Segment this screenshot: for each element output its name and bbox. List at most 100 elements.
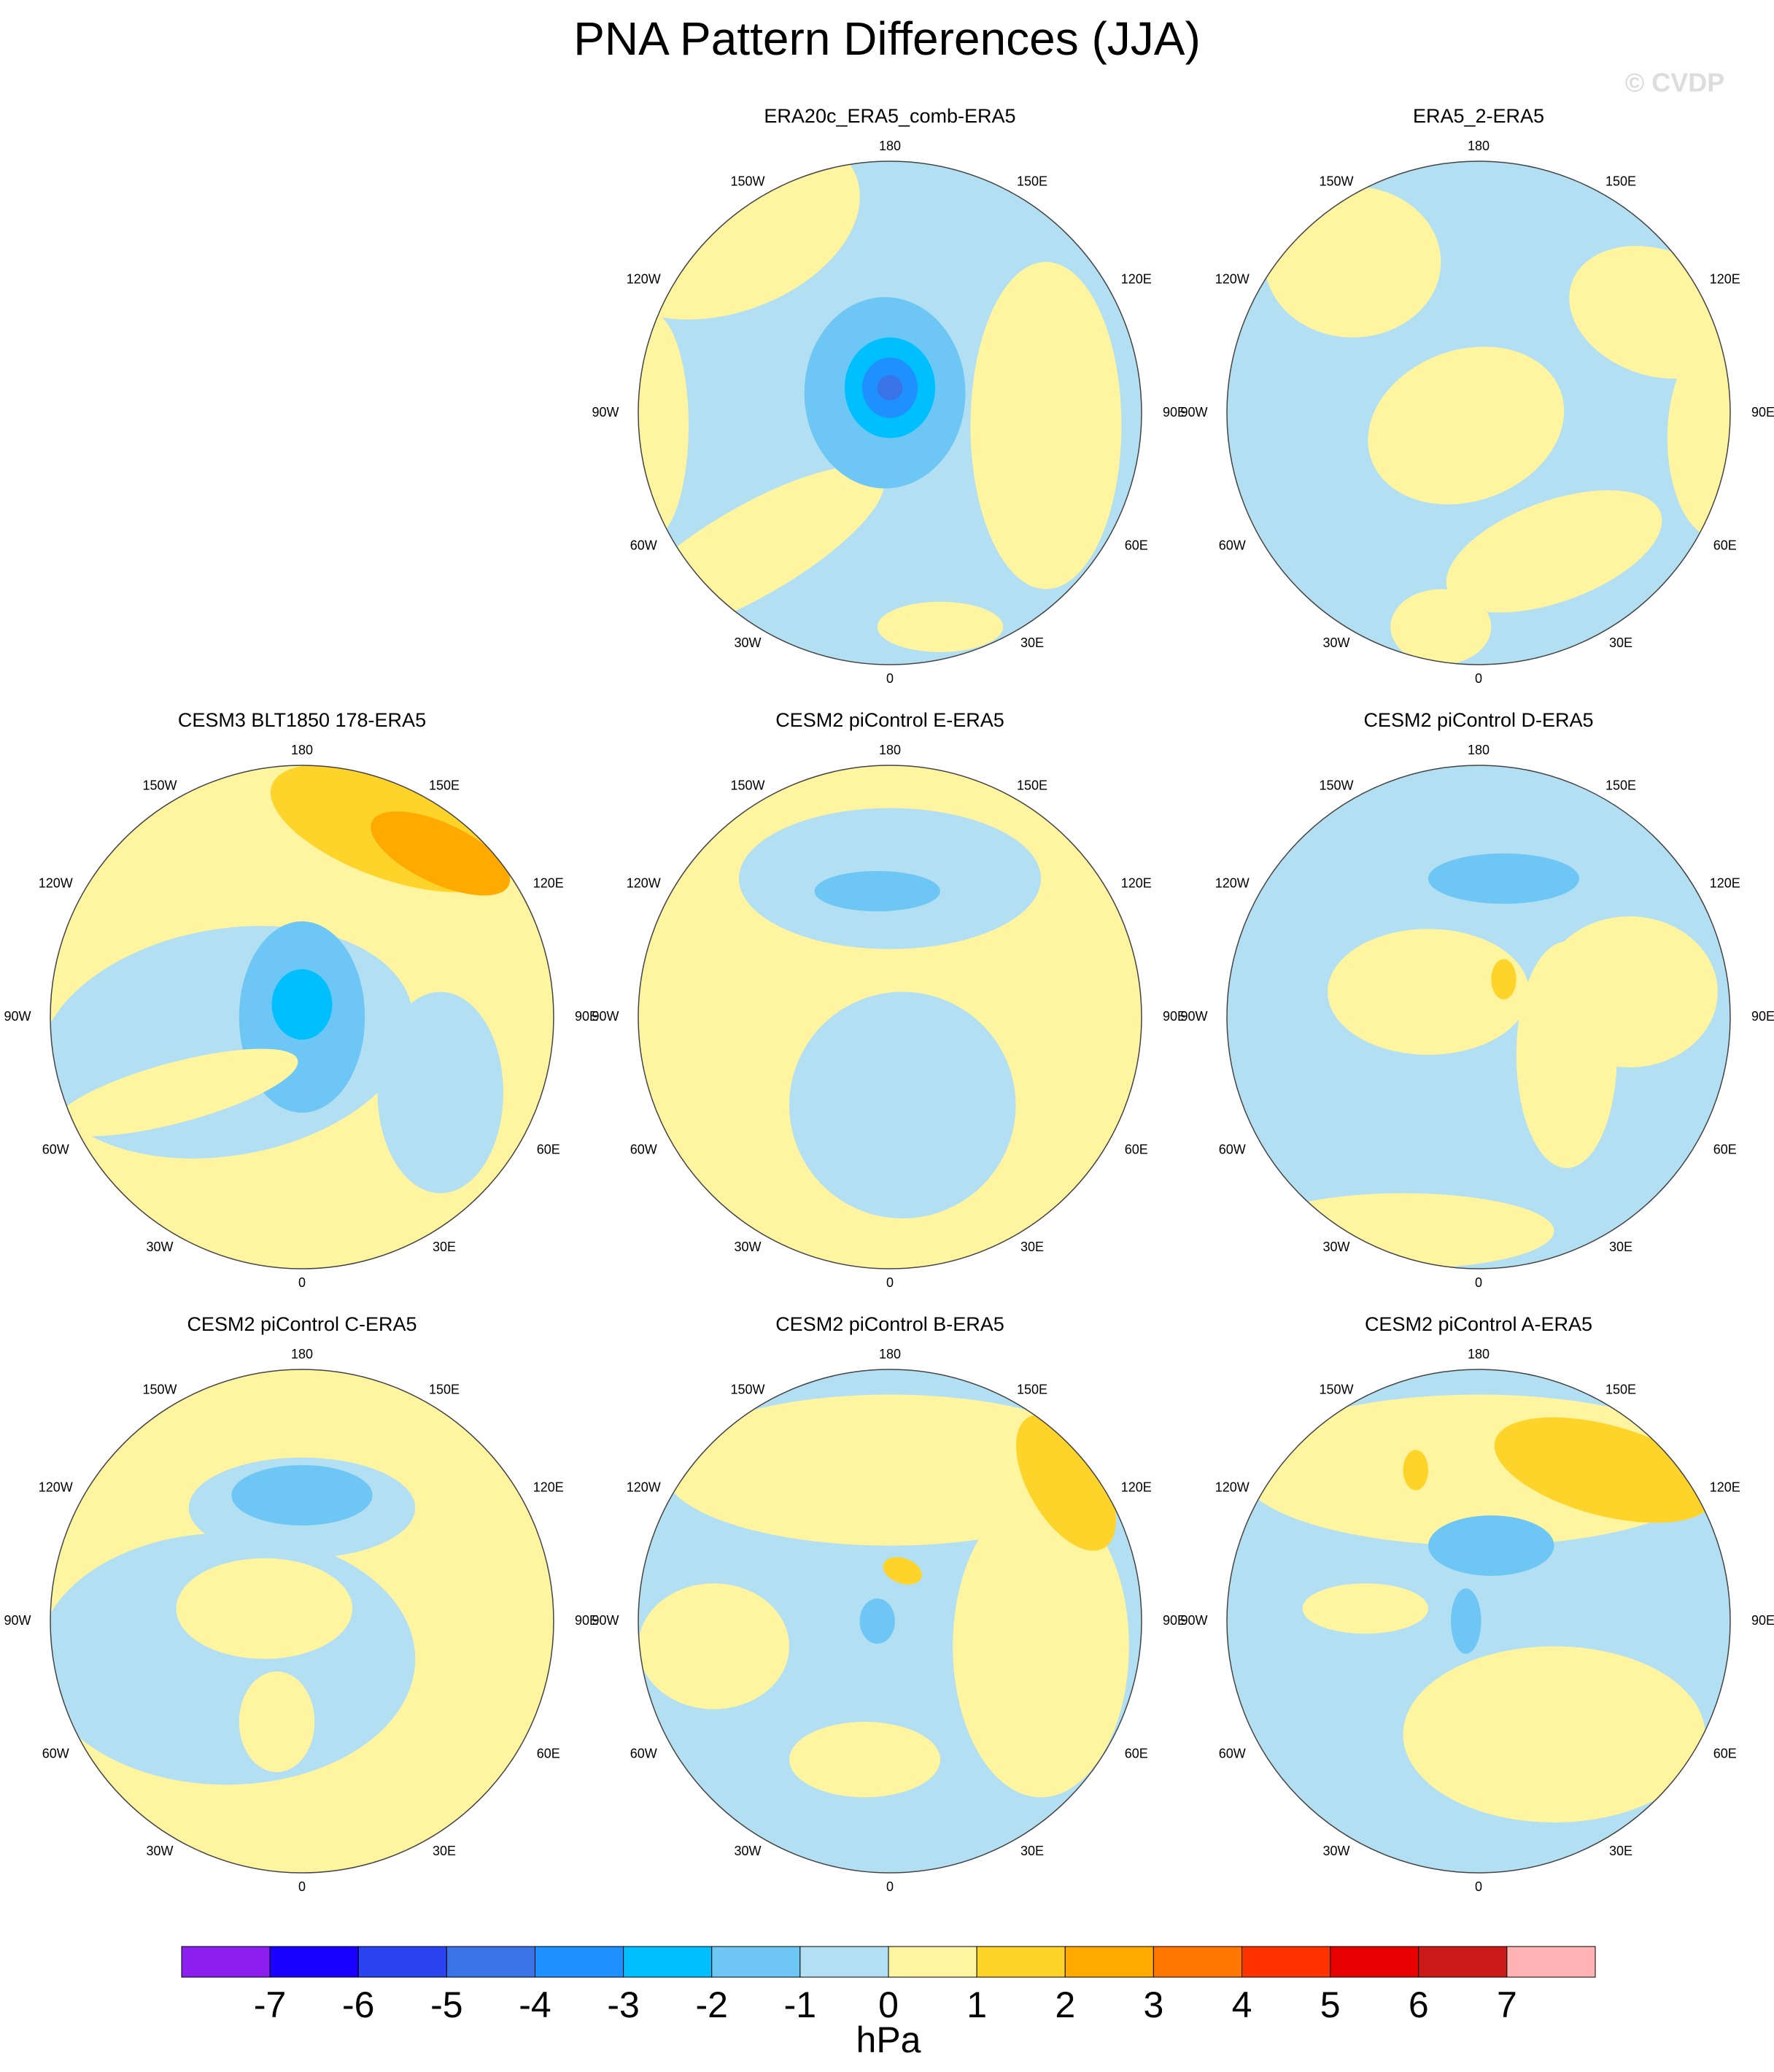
field-region [970,262,1122,589]
longitude-label: 30W [1322,635,1349,650]
figure-title: PNA Pattern Differences (JJA) [573,12,1201,65]
longitude-label: 150E [1605,1383,1636,1397]
longitude-label: 120W [627,1480,661,1494]
longitude-label: 60W [630,1746,657,1760]
field-region [1541,916,1718,1067]
map-outline [1226,1369,1731,1874]
longitude-label: 60W [1219,1142,1246,1156]
field-region [1491,959,1517,1000]
longitude-label: 120E [533,1480,564,1494]
longitude-label: 90W [1180,1009,1207,1024]
colorbar-box [1064,1946,1154,1978]
field-region [1016,1414,1116,1551]
panel-title: CESM2 piControl E-ERA5 [775,709,1004,731]
map-field [1227,1369,1730,1873]
longitude-label: 120E [1121,875,1152,890]
longitude-label: 30W [734,1240,761,1254]
longitude-label: 90E [1751,1009,1774,1024]
longitude-label: 0 [1475,1879,1482,1894]
map-panel: CESM2 piControl E-ERA5 180 150E 120E 90E 60E 3… [592,709,1186,1290]
colorbar-box [1506,1946,1596,1978]
longitude-label: 60W [1219,1746,1246,1760]
field-region [1264,186,1441,338]
longitude-label: 30E [1020,1240,1044,1254]
map-field [638,1369,1142,1873]
field-region [1403,1450,1428,1491]
colorbar-box [799,1946,889,1978]
colorbar-label: -4 [519,1984,551,2025]
field-region [1328,929,1529,1055]
longitude-label: 60E [1125,538,1148,552]
longitude-label: 60W [42,1142,69,1156]
longitude-label: 90W [1180,1613,1207,1628]
longitude-label: 120W [1215,271,1250,286]
field-region [1446,490,1662,613]
longitude-label: 150E [1605,174,1636,189]
longitude-label: 90W [1180,405,1207,420]
field-region [877,601,1004,652]
colorbar-label: 0 [878,1984,899,2025]
map-panel: CESM2 piControl A-ERA5 180 150E 120E 90E 60E 3… [1180,1313,1774,1894]
colorbar-box [888,1946,977,1978]
colorbar-label: -7 [254,1984,286,2025]
colorbar-box [623,1946,713,1978]
longitude-label: 180 [291,1347,313,1361]
longitude-label: 60E [1713,538,1737,552]
longitude-label: 60E [1713,1746,1737,1760]
longitude-label: 60E [1125,1746,1148,1760]
map-outline [1226,765,1731,1269]
longitude-label: 30W [146,1240,173,1254]
longitude-label: 0 [886,1275,894,1290]
longitude-label: 30W [1322,1240,1349,1254]
longitude-label: 180 [291,743,313,757]
longitude-label: 120W [39,1480,73,1494]
field-region [176,1558,352,1659]
longitude-label: 180 [879,139,901,153]
longitude-label: 30E [1609,1240,1632,1254]
map-outline [1226,161,1731,665]
panel-title: CESM2 piControl C-ERA5 [187,1313,417,1335]
colorbar-box [976,1946,1066,1978]
longitude-label: 180 [1468,139,1490,153]
field-region [859,1598,895,1644]
map-outline [50,1369,554,1874]
field-region [371,811,511,896]
longitude-label: 0 [298,1275,306,1290]
colorbar-label: 6 [1409,1984,1429,2025]
field-region [1302,1583,1428,1634]
longitude-label: 150W [730,1383,764,1397]
field-region [271,969,333,1040]
colorbar-box [446,1946,535,1978]
longitude-label: 120E [533,875,564,890]
longitude-label: 120E [1710,1480,1740,1494]
longitude-label: 90E [1751,405,1774,420]
longitude-label: 30E [1020,635,1044,650]
longitude-label: 60E [1713,1142,1737,1156]
field-region [877,375,903,401]
map-panel: CESM2 piControl B-ERA5 180 150E 120E 90E 60E 3… [592,1313,1186,1894]
longitude-label: 90W [4,1613,31,1628]
longitude-label: 30E [433,1240,456,1254]
field-region [377,991,503,1194]
colorbar-box [535,1946,624,1978]
colorbar-label: -5 [430,1984,462,2025]
longitude-label: 120W [627,875,661,890]
colorbar-unit: hPa [856,2019,921,2060]
field-region [789,991,1016,1218]
longitude-label: 150E [1605,778,1636,793]
field-region [1403,1646,1705,1822]
colorbar-box [1418,1946,1508,1978]
colorbar-box [181,1946,271,1978]
field-region [231,1465,373,1526]
longitude-label: 30E [1609,1844,1632,1858]
longitude-label: 60E [537,1746,560,1760]
longitude-label: 120W [1215,1480,1250,1494]
panel-title: CESM2 piControl A-ERA5 [1365,1313,1592,1335]
map-panel: CESM2 piControl C-ERA5 180 150E 120E 90E 60E 3… [4,1313,598,1894]
longitude-label: 90W [592,1009,619,1024]
colorbar-box [1330,1946,1419,1978]
panel-title: ERA20c_ERA5_comb-ERA5 [764,105,1015,127]
watermark: © CVDP [1625,68,1725,98]
colorbar-label: 2 [1055,1984,1075,2025]
longitude-label: 150W [730,778,764,793]
